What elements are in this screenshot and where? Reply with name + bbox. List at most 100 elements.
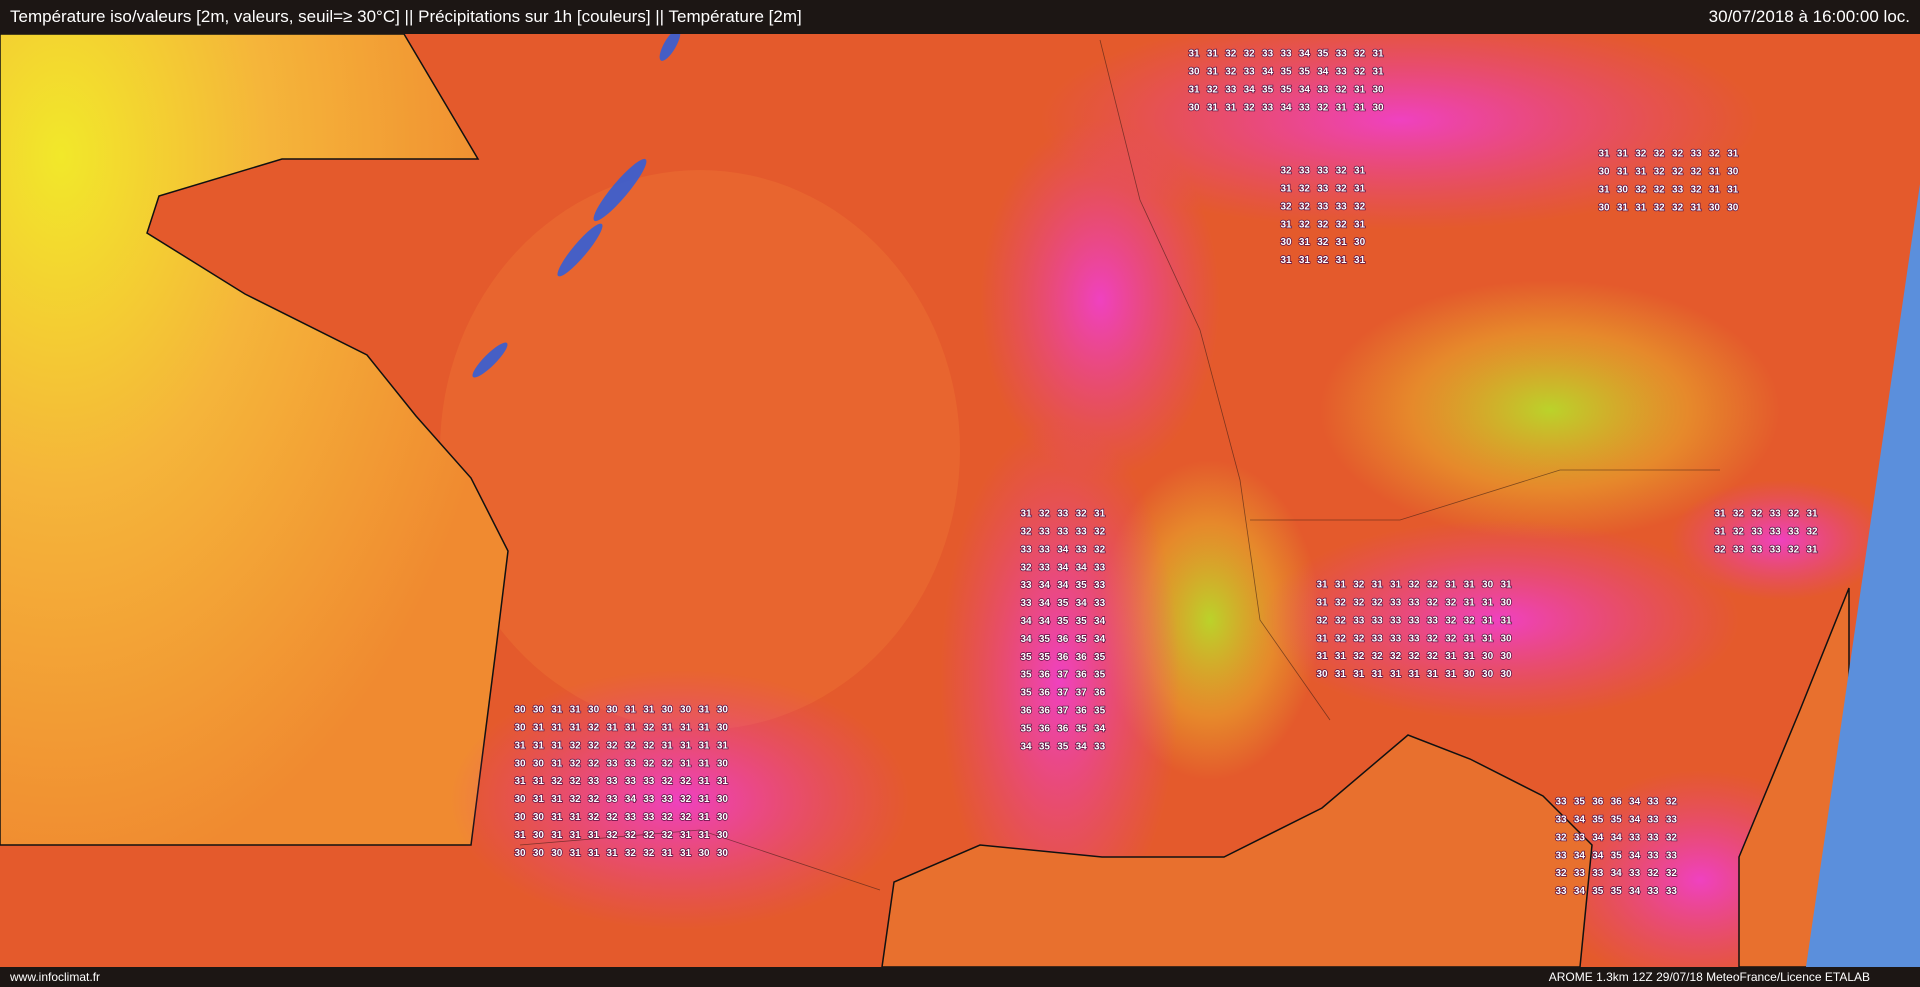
temperature-value: 35 bbox=[1057, 741, 1069, 752]
temperature-value: 32 bbox=[1354, 201, 1366, 212]
temperature-value: 31 bbox=[1354, 184, 1366, 195]
temperature-value: 30 bbox=[662, 705, 674, 716]
temperature-value: 34 bbox=[1574, 886, 1586, 897]
temperature-value: 31 bbox=[1354, 166, 1366, 177]
temperature-value: 33 bbox=[1770, 544, 1782, 555]
temperature-value: 32 bbox=[1788, 509, 1800, 520]
temperature-value: 31 bbox=[1372, 580, 1384, 591]
source[interactable]: www.infoclimat.fr bbox=[10, 970, 101, 984]
hot-zone bbox=[1260, 520, 1740, 720]
temperature-value: 33 bbox=[1094, 741, 1106, 752]
temperature-value: 35 bbox=[1262, 84, 1274, 95]
temperature-value: 32 bbox=[1317, 219, 1329, 230]
temperature-value: 31 bbox=[1280, 184, 1292, 195]
temperature-value: 33 bbox=[1770, 509, 1782, 520]
temperature-value: 32 bbox=[1654, 149, 1666, 160]
temperature-value: 31 bbox=[1353, 669, 1365, 680]
temperature-value: 31 bbox=[1354, 255, 1366, 266]
temperature-value: 32 bbox=[625, 848, 637, 859]
temperature-value: 31 bbox=[1316, 580, 1328, 591]
temperature-value: 32 bbox=[662, 812, 674, 823]
temperature-value: 32 bbox=[606, 830, 618, 841]
temperature-value: 30 bbox=[1709, 202, 1721, 213]
temperature-value: 33 bbox=[1390, 598, 1402, 609]
hot-zone bbox=[450, 670, 910, 930]
temperature-value: 31 bbox=[1390, 580, 1402, 591]
temperature-value: 30 bbox=[1482, 651, 1494, 662]
temperature-value: 31 bbox=[1336, 102, 1348, 113]
borders bbox=[519, 39, 1720, 891]
temperature-value: 30 bbox=[1464, 669, 1476, 680]
title: Température iso/valeurs [2m, valeurs, se… bbox=[10, 7, 802, 26]
temperature-value: 33 bbox=[1690, 149, 1702, 160]
temperature-value: 33 bbox=[1751, 527, 1763, 538]
temperature-value: 31 bbox=[1464, 633, 1476, 644]
temperature-value: 34 bbox=[1039, 616, 1051, 627]
temperature-value: 32 bbox=[1299, 201, 1311, 212]
temperature-value: 33 bbox=[1299, 102, 1311, 113]
rain-cell bbox=[659, 29, 681, 61]
temperature-value: 33 bbox=[1317, 166, 1329, 177]
temperature-value: 32 bbox=[1408, 580, 1420, 591]
temperature-value: 32 bbox=[1635, 184, 1647, 195]
temperature-value: 32 bbox=[1733, 527, 1745, 538]
rain-cell bbox=[593, 158, 647, 222]
temperature-value: 32 bbox=[1094, 544, 1106, 555]
precipitation bbox=[472, 29, 681, 378]
temperature-value: 32 bbox=[1733, 509, 1745, 520]
temperature-value: 30 bbox=[717, 848, 729, 859]
temperature-value: 36 bbox=[1611, 797, 1623, 808]
temperature-value: 31 bbox=[698, 740, 710, 751]
temperature-value: 32 bbox=[1647, 868, 1659, 879]
temperature-value: 35 bbox=[1039, 652, 1051, 663]
temperature-value: 32 bbox=[1354, 49, 1366, 60]
temperature-value: 32 bbox=[1094, 527, 1106, 538]
temperature-value: 31 bbox=[1806, 544, 1818, 555]
temperature-value: 32 bbox=[1244, 49, 1256, 60]
temperature-value: 32 bbox=[1225, 67, 1237, 78]
temperature-value: 34 bbox=[1280, 102, 1292, 113]
temperature-value: 34 bbox=[1317, 67, 1329, 78]
temperature-value: 34 bbox=[1299, 84, 1311, 95]
temperature-value: 33 bbox=[1666, 815, 1678, 826]
temperature-value: 31 bbox=[698, 812, 710, 823]
temperature-value: 31 bbox=[570, 723, 582, 734]
header-bar: Température iso/valeurs [2m, valeurs, se… bbox=[0, 0, 1920, 34]
temperature-value: 35 bbox=[1039, 741, 1051, 752]
temperature-value: 35 bbox=[1317, 49, 1329, 60]
rain-cell bbox=[557, 223, 603, 277]
temperature-value: 32 bbox=[570, 776, 582, 787]
temperature-value: 30 bbox=[1482, 580, 1494, 591]
temperature-value: 32 bbox=[1555, 832, 1567, 843]
temperature-value: 36 bbox=[1094, 688, 1106, 699]
temperature-value: 32 bbox=[1353, 598, 1365, 609]
temperature-value: 32 bbox=[1635, 149, 1647, 160]
temperature-value: 33 bbox=[1094, 580, 1106, 591]
temperature-value: 31 bbox=[551, 740, 563, 751]
temperature-value: 34 bbox=[1299, 49, 1311, 60]
temperature-value: 34 bbox=[1057, 562, 1069, 573]
temperature-value: 35 bbox=[1020, 723, 1032, 734]
temperature-value: 35 bbox=[1057, 598, 1069, 609]
temperature-value: 33 bbox=[1262, 102, 1274, 113]
temperature-value: 32 bbox=[1408, 651, 1420, 662]
temperature-value: 37 bbox=[1057, 706, 1069, 717]
temperature-value: 33 bbox=[1039, 527, 1051, 538]
temperature-value: 32 bbox=[662, 830, 674, 841]
temperature-value: 32 bbox=[588, 794, 600, 805]
temperature-value: 33 bbox=[606, 794, 618, 805]
temperature-value: 32 bbox=[1020, 562, 1032, 573]
temperature-value: 32 bbox=[1445, 633, 1457, 644]
temperature-value: 31 bbox=[698, 723, 710, 734]
temperature-value: 31 bbox=[1482, 615, 1494, 626]
temperature-value: 31 bbox=[698, 794, 710, 805]
temperature-value: 32 bbox=[1225, 49, 1237, 60]
temperature-value: 35 bbox=[1020, 670, 1032, 681]
temperature-value: 32 bbox=[1336, 219, 1348, 230]
temperature-value: 32 bbox=[1020, 527, 1032, 538]
temperature-value: 32 bbox=[1335, 615, 1347, 626]
temperature-value: 34 bbox=[1039, 598, 1051, 609]
temperature-value: 31 bbox=[680, 758, 692, 769]
temperature-value: 36 bbox=[1020, 706, 1032, 717]
temperature-value: 31 bbox=[1617, 167, 1629, 178]
